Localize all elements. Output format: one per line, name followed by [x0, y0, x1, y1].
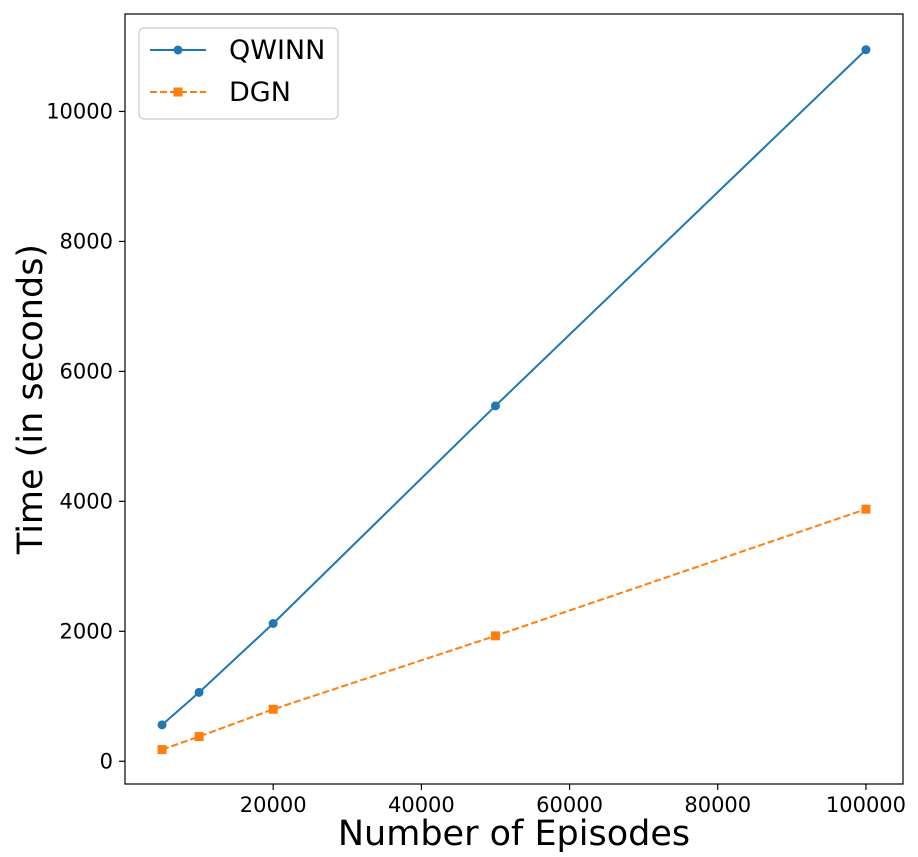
qwinn-data-point: [194, 687, 204, 697]
x-tick-label: 40000: [388, 793, 455, 817]
qwinn-series-line: [161, 49, 867, 726]
y-axis-title: Time (in seconds): [11, 244, 51, 555]
plot-area-frame: [124, 13, 904, 785]
y-tick-label: 4000: [60, 489, 113, 513]
y-tick-label: 8000: [60, 229, 113, 253]
x-axis-title: Number of Episodes: [338, 814, 690, 854]
qwinn-data-point: [157, 720, 167, 730]
x-tick-label: 60000: [536, 793, 603, 817]
y-tick-label: 2000: [60, 619, 113, 643]
dgn-data-point: [861, 504, 871, 514]
legend: QWINN DGN: [138, 27, 339, 120]
dgn-data-point: [157, 745, 167, 755]
qwinn-legend-marker: [173, 45, 183, 55]
x-axis-ticks: 20000 40000 60000 80000 100000: [240, 784, 906, 817]
x-tick-label: 100000: [826, 793, 906, 817]
x-tick-label: 20000: [240, 793, 307, 817]
y-tick-label: 6000: [60, 359, 113, 383]
dgn-data-point: [194, 732, 204, 742]
dgn-data-point: [268, 704, 278, 714]
qwinn-data-point: [490, 401, 500, 411]
qwinn-data-point: [861, 45, 871, 55]
qwinn-data-point: [268, 619, 278, 629]
x-tick-label: 80000: [684, 793, 751, 817]
dgn-data-point: [490, 631, 500, 641]
dgn-legend-marker: [173, 87, 183, 97]
dgn-legend-label: DGN: [229, 77, 291, 108]
dgn-series-line: [161, 508, 867, 751]
qwinn-legend-label: QWINN: [229, 35, 325, 66]
y-axis-ticks: 0 2000 4000 6000 8000 10000: [46, 99, 125, 773]
y-tick-label: 10000: [46, 99, 113, 123]
y-tick-label: 0: [100, 749, 113, 773]
chart-marks: [157, 45, 871, 755]
